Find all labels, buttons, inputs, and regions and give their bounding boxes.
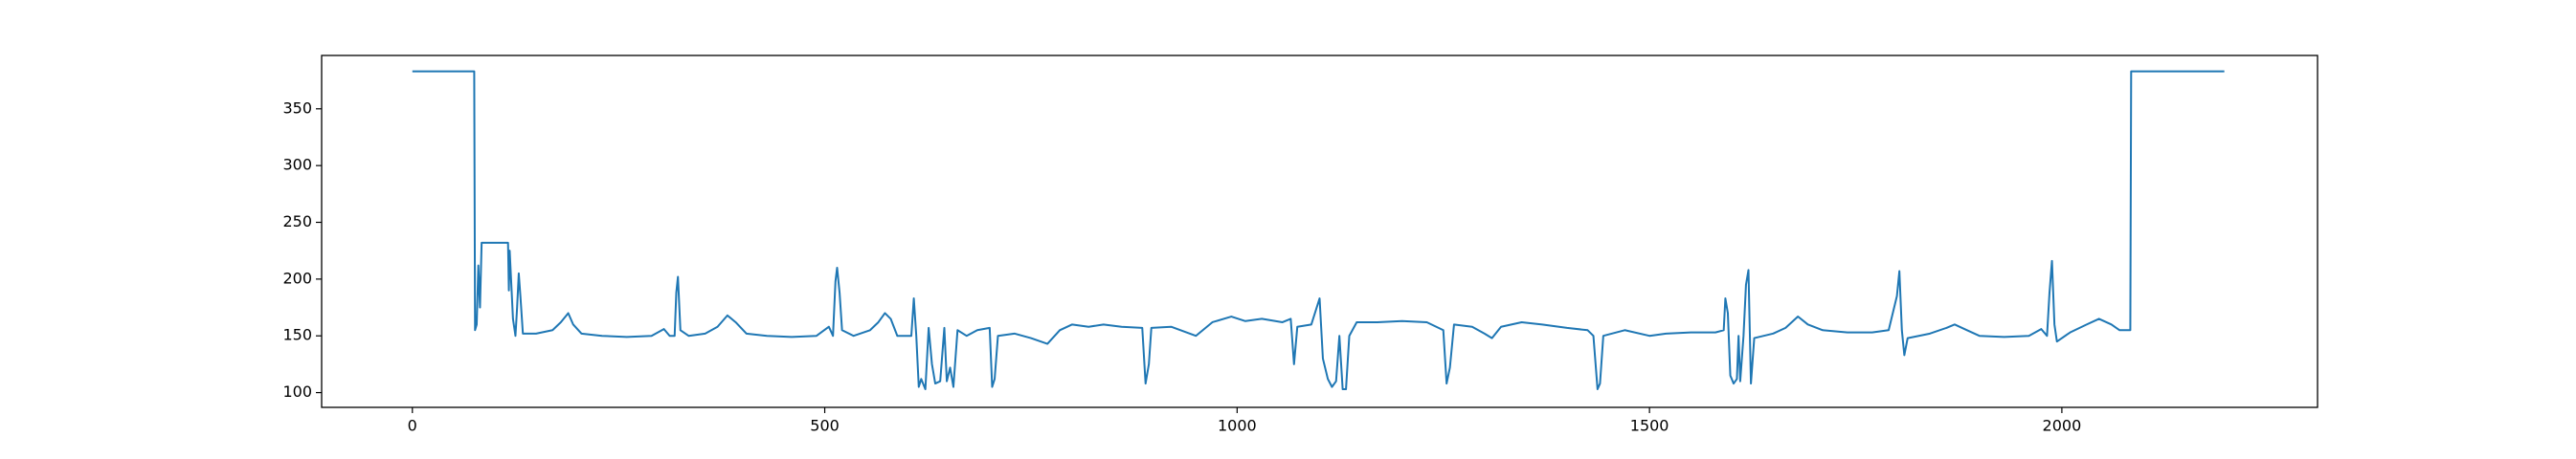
y-tick-label: 300 <box>282 156 312 174</box>
x-tick-label: 1000 <box>1218 417 1257 435</box>
x-tick-label: 500 <box>810 417 840 435</box>
y-tick-label: 350 <box>282 98 312 117</box>
y-tick-label: 250 <box>282 212 312 230</box>
x-tick-label: 2000 <box>2043 417 2082 435</box>
axes-frame <box>321 55 2318 408</box>
data-line <box>412 70 2225 391</box>
x-tick-label: 0 <box>408 417 417 435</box>
y-tick-label: 100 <box>282 382 312 401</box>
x-tick-label: 1500 <box>1630 417 1669 435</box>
y-tick-label: 150 <box>282 326 312 344</box>
y-tick-label: 200 <box>282 269 312 287</box>
